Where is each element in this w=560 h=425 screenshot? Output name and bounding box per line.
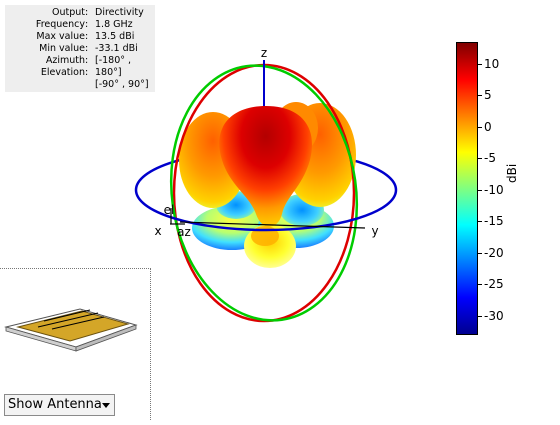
antenna-geometry <box>4 308 138 352</box>
z-axis-label: z <box>261 46 267 60</box>
colorbar-tick-label: -10 <box>478 182 504 197</box>
info-key: Elevation <box>40 67 85 78</box>
y-axis-label: y <box>371 224 378 238</box>
info-value: 1.8 GHz <box>95 19 133 30</box>
colorbar-tick-label: 10 <box>477 57 500 71</box>
info-separator: : <box>85 31 89 42</box>
radiation-pattern-surface <box>179 102 356 268</box>
info-key: Azimuth <box>45 55 85 66</box>
colorbar-tick-label: -5 <box>478 151 496 166</box>
info-row: Azimuth: [-180° , <box>5 55 155 67</box>
info-value: 180°] <box>95 67 122 78</box>
info-value: 13.5 dBi <box>95 31 135 42</box>
info-key: Max value <box>36 31 85 42</box>
info-key: Frequency <box>35 19 85 30</box>
pattern-info-panel: Output: Directivity Frequency:1.8 GHz Max v… <box>5 5 155 92</box>
info-separator: : <box>85 55 89 66</box>
colorbar-tick-label: -20 <box>478 245 504 260</box>
info-row: Min value: -33.1 dBi <box>5 43 155 55</box>
info-row: Max value:13.5 dBi <box>5 31 155 43</box>
info-separator: : <box>85 43 89 54</box>
colorbar-tick-label: -25 <box>478 277 504 292</box>
azimuth-ring-front <box>134 189 398 232</box>
colorbar-unit-label: dBi <box>505 163 519 183</box>
info-value: -33.1 dBi <box>95 43 138 54</box>
azimuth-label: az <box>177 225 191 239</box>
antenna-patch <box>16 310 130 342</box>
chevron-down-icon <box>102 403 110 408</box>
info-row: Elevation:180°] <box>5 67 155 79</box>
info-key: Min value <box>39 43 85 54</box>
view-mode-dropdown[interactable]: Show Antenna <box>4 394 115 416</box>
x-axis-label: x <box>154 224 161 238</box>
colorbar <box>456 42 478 335</box>
elevation-ring-green <box>169 64 359 322</box>
info-value: [-180° , <box>95 55 132 66</box>
info-key: Output <box>52 7 85 18</box>
info-value: Directivity <box>95 7 144 18</box>
elevation-label: el <box>164 203 175 217</box>
info-row: Frequency:1.8 GHz <box>5 19 155 31</box>
info-value: [-90° , 90°] <box>95 79 149 90</box>
info-separator: : <box>85 19 89 30</box>
info-separator: : <box>85 67 89 78</box>
info-separator: : <box>85 7 89 18</box>
antenna-preview-panel <box>0 268 151 420</box>
colorbar-tick-label: -15 <box>478 214 504 229</box>
info-row: Output: Directivity <box>5 7 155 19</box>
colorbar-tick-label: 5 <box>478 88 492 103</box>
info-row: [-90° , 90°] <box>5 79 155 91</box>
colorbar-tick-label: 0 <box>478 119 492 134</box>
view-mode-selected: Show Antenna <box>8 397 102 412</box>
colorbar-tick-label: -30 <box>478 308 504 323</box>
y-axis <box>179 221 366 229</box>
